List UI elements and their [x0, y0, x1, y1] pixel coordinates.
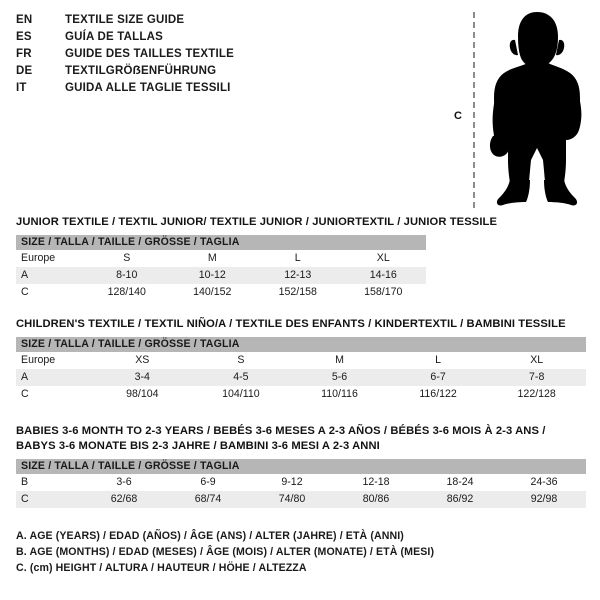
row-label: Europe [16, 352, 93, 369]
language-title: TEXTILE SIZE GUIDE [65, 14, 185, 26]
size-section: JUNIOR TEXTILE / TEXTIL JUNIOR/ TEXTILE … [16, 215, 498, 301]
table-row: C 128/140 140/152 152/158 158/170 [16, 284, 426, 301]
section-title: JUNIOR TEXTILE / TEXTIL JUNIOR/ TEXTILE … [16, 216, 498, 228]
language-title-list: EN TEXTILE SIZE GUIDE ES GUÍA DE TALLAS FR GU… [16, 14, 346, 99]
language-title: TEXTILGRÖẞENFÜHRUNG [65, 65, 217, 77]
table-cell: L [388, 352, 488, 369]
legend-row: C. (cm) HEIGHT / ALTURA / HAUTEUR / HÖHE… [16, 562, 307, 574]
table-row: C 98/104 104/110 110/116 116/122 122/128 [16, 386, 586, 403]
table-cell: 18-24 [418, 474, 502, 491]
table-cell: S [191, 352, 291, 369]
table-cell: 140/152 [169, 284, 255, 301]
table-cell: 86/92 [418, 491, 502, 508]
height-measure-dashed-line [473, 12, 475, 208]
language-code: DE [16, 65, 33, 77]
table-cell: 104/110 [191, 386, 291, 403]
table-cell: 7-8 [487, 369, 586, 386]
table-row: B 3-6 6-9 9-12 12-18 18-24 24-36 [16, 474, 586, 491]
language-title: GUIDE DES TAILLES TEXTILE [65, 48, 234, 60]
table-cell: 68/74 [166, 491, 250, 508]
language-title: GUÍA DE TALLAS [65, 31, 163, 43]
size-figure: C [440, 6, 600, 216]
row-label: C [16, 386, 93, 403]
table-row: A 3-4 4-5 5-6 6-7 7-8 [16, 369, 586, 386]
size-header-band: SIZE / TALLA / TAILLE / GRÖSSE / TAGLIA [16, 459, 586, 474]
language-code: FR [16, 48, 32, 60]
row-label: Europe [16, 250, 84, 267]
legend-row: B. AGE (MONTHS) / EDAD (MESES) / ÂGE (MO… [16, 546, 435, 558]
measure-label-c: C [454, 110, 462, 122]
table-cell: 98/104 [93, 386, 192, 403]
size-header-band: SIZE / TALLA / TAILLE / GRÖSSE / TAGLIA [16, 337, 586, 352]
size-section: CHILDREN'S TEXTILE / TEXTIL NIÑO/A / TEX… [16, 317, 586, 403]
table-row: A 8-10 10-12 12-13 14-16 [16, 267, 426, 284]
size-table: Europe XS S M L XL A 3-4 4-5 5-6 6-7 7-8 C 98/104 104/… [16, 352, 586, 403]
table-cell: XS [93, 352, 192, 369]
row-label: B [16, 474, 82, 491]
table-row: C 62/68 68/74 74/80 80/86 86/92 92/98 [16, 491, 586, 508]
language-code: ES [16, 31, 32, 43]
table-cell: 62/68 [82, 491, 166, 508]
legend-key-list: A. AGE (YEARS) / EDAD (AÑOS) / ÂGE (ANS)… [16, 528, 576, 576]
language-row: EN TEXTILE SIZE GUIDE [16, 14, 346, 31]
table-cell: 24-36 [502, 474, 586, 491]
table-cell: 80/86 [334, 491, 418, 508]
size-header-band: SIZE / TALLA / TAILLE / GRÖSSE / TAGLIA [16, 235, 426, 250]
table-cell: 5-6 [290, 369, 389, 386]
table-cell: S [84, 250, 170, 267]
language-row: IT GUIDA ALLE TAGLIE TESSILI [16, 82, 346, 99]
table-cell: 10-12 [169, 267, 255, 284]
language-code: EN [16, 14, 33, 26]
table-row: Europe XS S M L XL [16, 352, 586, 369]
toddler-silhouette-icon [489, 12, 582, 206]
table-cell: 4-5 [191, 369, 291, 386]
language-row: FR GUIDE DES TAILLES TEXTILE [16, 48, 346, 65]
row-label: C [16, 491, 82, 508]
table-cell: 3-6 [82, 474, 166, 491]
table-cell: 92/98 [502, 491, 586, 508]
language-code: IT [16, 82, 27, 94]
language-title: GUIDA ALLE TAGLIE TESSILI [65, 82, 231, 94]
table-cell: 6-9 [166, 474, 250, 491]
table-cell: 116/122 [388, 386, 488, 403]
table-cell: XL [487, 352, 586, 369]
table-cell: 8-10 [84, 267, 170, 284]
table-cell: 74/80 [250, 491, 334, 508]
row-label: A [16, 369, 93, 386]
size-section: BABIES 3-6 MONTH TO 2-3 YEARS / BEBÉS 3-… [16, 424, 586, 508]
row-label: C [16, 284, 84, 301]
row-label: A [16, 267, 84, 284]
table-cell: 9-12 [250, 474, 334, 491]
table-cell: XL [340, 250, 426, 267]
language-row: DE TEXTILGRÖẞENFÜHRUNG [16, 65, 346, 82]
table-cell: 12-18 [334, 474, 418, 491]
table-cell: 122/128 [487, 386, 586, 403]
size-table: B 3-6 6-9 9-12 12-18 18-24 24-36 C 62/68 68/74 74/… [16, 474, 586, 508]
table-cell: M [290, 352, 389, 369]
table-cell: 6-7 [388, 369, 488, 386]
legend-row: A. AGE (YEARS) / EDAD (AÑOS) / ÂGE (ANS)… [16, 530, 404, 542]
table-cell: L [255, 250, 341, 267]
table-cell: 158/170 [340, 284, 426, 301]
section-title: BABIES 3-6 MONTH TO 2-3 YEARS / BEBÉS 3-… [16, 425, 546, 452]
table-cell: 14-16 [340, 267, 426, 284]
size-table: Europe S M L XL A 8-10 10-12 12-13 14-16 C 128/140 1… [16, 250, 426, 301]
table-row: Europe S M L XL [16, 250, 426, 267]
table-cell: 3-4 [93, 369, 192, 386]
table-cell: 152/158 [255, 284, 341, 301]
table-cell: 110/116 [290, 386, 389, 403]
table-cell: 128/140 [84, 284, 170, 301]
table-cell: M [169, 250, 255, 267]
table-cell: 12-13 [255, 267, 341, 284]
section-title: CHILDREN'S TEXTILE / TEXTIL NIÑO/A / TEX… [16, 318, 566, 330]
language-row: ES GUÍA DE TALLAS [16, 31, 346, 48]
